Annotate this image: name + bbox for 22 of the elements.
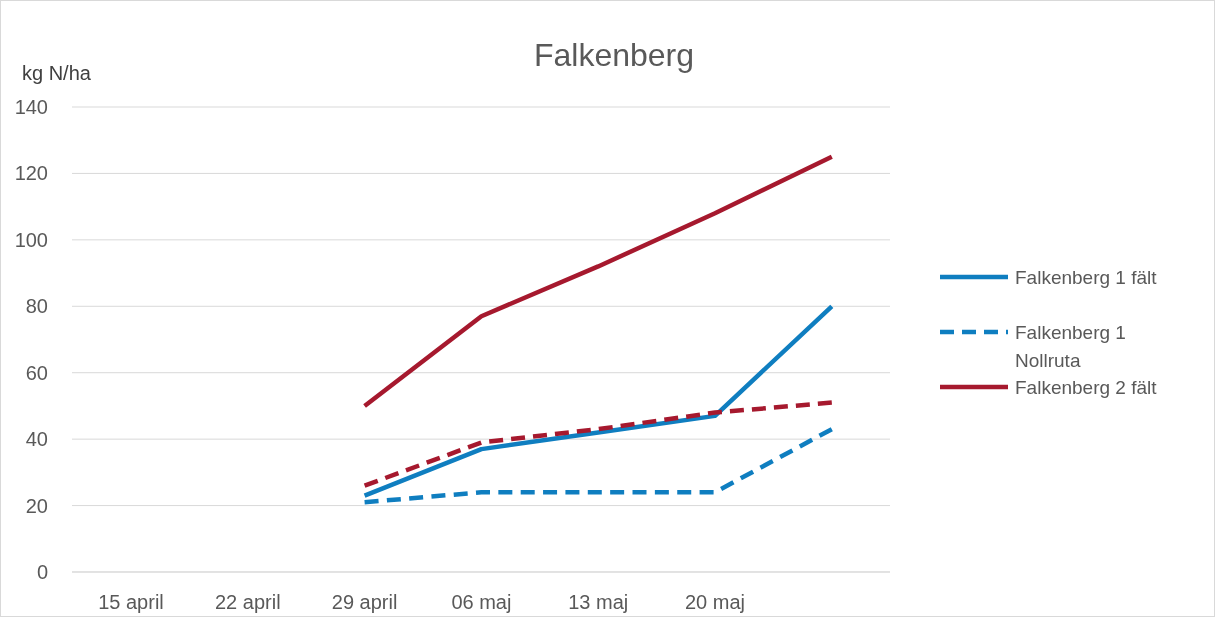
x-tick-label: 20 maj [684, 591, 746, 613]
legend-label: Falkenberg 2 fält [1015, 377, 1158, 398]
y-tick-label: 0 [36, 561, 48, 583]
x-tick-label: 15 april [98, 591, 164, 613]
y-tick-label: 80 [25, 295, 48, 318]
legend-label: Falkenberg 1 Nollruta [1015, 322, 1126, 371]
x-tick-label: 06 maj [451, 591, 512, 613]
line-series [362, 304, 835, 498]
x-tick-label: 29 april [331, 591, 398, 613]
x-tick-label: 13 maj [568, 591, 629, 613]
y-tick-label: 40 [25, 428, 48, 451]
y-tick-label: 60 [25, 361, 48, 384]
legend-label: Falkenberg 1 fält [1015, 267, 1158, 288]
line-series [362, 154, 835, 409]
line-series [362, 400, 835, 488]
chart-title: Falkenberg [533, 37, 695, 73]
y-tick-label: 100 [14, 228, 48, 251]
y-tick-label: 140 [14, 96, 48, 118]
y-axis-title: kg N/ha [22, 62, 92, 84]
y-tick-label: 120 [14, 162, 48, 185]
x-tick-label: 22 april [215, 591, 281, 613]
y-tick-label: 20 [25, 494, 48, 517]
